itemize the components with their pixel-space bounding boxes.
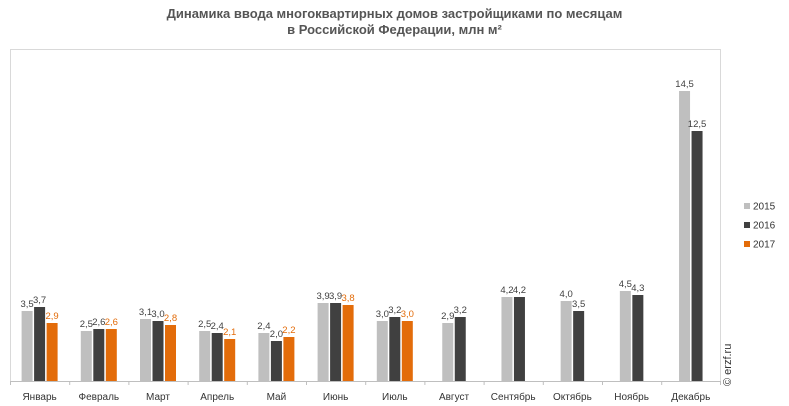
data-label-2015-12: 14,5 [675,79,694,90]
bar-2017-2 [105,329,117,381]
data-label-2015-1: 3,5 [20,299,33,310]
x-tick-label: Январь [22,392,56,403]
bar-2016-10 [573,311,585,381]
bar-2015-11 [619,291,631,381]
data-label-2015-6: 3,9 [316,291,329,302]
data-label-2016-11: 4,3 [631,283,644,294]
data-label-2015-5: 2,4 [257,321,270,332]
bar-2017-4 [224,339,236,381]
legend: 2015 2016 2017 [744,202,776,251]
legend-swatch-2015 [744,203,750,209]
plot-area-frame [10,49,721,382]
bar-2017-5 [283,337,295,381]
data-label-2015-3: 3,1 [139,307,152,318]
bar-2016-4 [211,333,223,381]
data-label-2016-12: 12,5 [688,119,707,130]
data-label-2016-6: 3,9 [329,291,342,302]
x-tick-label: Март [146,392,170,403]
bar-2016-11 [632,295,644,381]
data-label-2016-8: 3,2 [454,305,467,316]
chart-title-line-1: Динамика ввода многоквартирных домов зас… [166,6,623,21]
legend-swatch-2016 [744,222,750,228]
bars-layer [10,91,720,382]
chart-title-line-2: в Российской Федерации, млн м² [287,22,502,37]
data-label-2016-10: 3,5 [572,299,585,310]
x-tick-label: Май [267,392,287,403]
data-label-2017-3: 2,8 [164,313,177,324]
bar-2017-1 [46,323,58,381]
bar-2017-7 [401,321,413,381]
x-tick-label: Апрель [200,392,234,403]
data-label-2016-4: 2,4 [211,321,224,332]
bar-2015-3 [140,319,151,381]
data-label-2015-9: 4,2 [500,285,513,296]
bar-2016-1 [34,307,46,381]
data-label-2016-5: 2,0 [270,329,283,340]
bar-2016-8 [454,317,466,381]
data-label-2016-1: 3,7 [33,295,46,306]
bar-2017-6 [342,305,354,381]
data-label-2017-2: 2,6 [105,317,118,328]
data-label-2017-6: 3,8 [341,293,354,304]
bar-2015-6 [317,303,329,381]
chart-title: Динамика ввода многоквартирных домов зас… [0,6,789,38]
bar-2015-9 [501,297,513,381]
legend-label-2017: 2017 [753,240,776,251]
data-label-2016-7: 3,2 [388,305,401,316]
data-label-2017-7: 3,0 [401,309,414,320]
data-label-2017-4: 2,1 [223,327,236,338]
category-labels-layer: Январь Февраль Март Апрель Май Июнь Июль Август… [10,381,721,403]
bar-2016-2 [93,329,105,381]
legend-label-2015: 2015 [753,202,776,213]
watermark-text: © erzf.ru [722,343,734,386]
bar-2016-3 [152,321,164,381]
data-label-2016-2: 2,6 [92,317,105,328]
legend-swatch-2017 [744,241,750,247]
x-tick-label: Ноябрь [614,391,649,403]
data-label-2017-5: 2,2 [282,325,295,336]
legend-label-2016: 2016 [753,221,776,232]
bar-2016-5 [270,341,282,381]
x-tick-label: Октябрь [553,391,592,403]
data-label-2016-9: 4,2 [513,285,526,296]
bar-2016-12 [691,131,703,381]
bar-2015-8 [442,323,454,381]
bar-2016-6 [330,303,342,381]
x-tick-label: Июль [382,392,408,403]
bar-2015-10 [560,301,572,381]
data-label-2016-3: 3,0 [151,309,164,320]
data-label-2015-8: 2,9 [441,311,454,322]
bar-2016-9 [513,297,525,381]
x-tick-label: Июнь [323,392,348,403]
bar-2015-12 [679,91,691,381]
data-label-2017-1: 2,9 [45,311,58,322]
bar-2015-4 [199,331,211,381]
bar-2015-5 [258,333,270,381]
bar-2016-7 [389,317,401,381]
data-label-2015-4: 2,5 [198,319,211,330]
bar-2017-3 [165,325,176,381]
x-tick-label: Февраль [78,392,119,403]
bar-2015-2 [80,331,92,381]
data-label-2015-2: 2,5 [80,319,93,330]
bar-2015-7 [376,321,388,381]
value-labels-layer: 3,5 3,72,92,5 2,6 2,63,1 3,0 2,82,5 2,42,12,42… [20,79,706,340]
data-label-2015-11: 4,5 [619,279,632,290]
x-tick-label: Август [439,392,470,403]
data-label-2015-10: 4,0 [560,289,573,300]
x-tick-label: Декабрь [671,391,710,403]
bar-2015-1 [21,311,33,381]
data-label-2015-7: 3,0 [376,309,389,320]
x-tick-label: Сентябрь [491,391,536,403]
